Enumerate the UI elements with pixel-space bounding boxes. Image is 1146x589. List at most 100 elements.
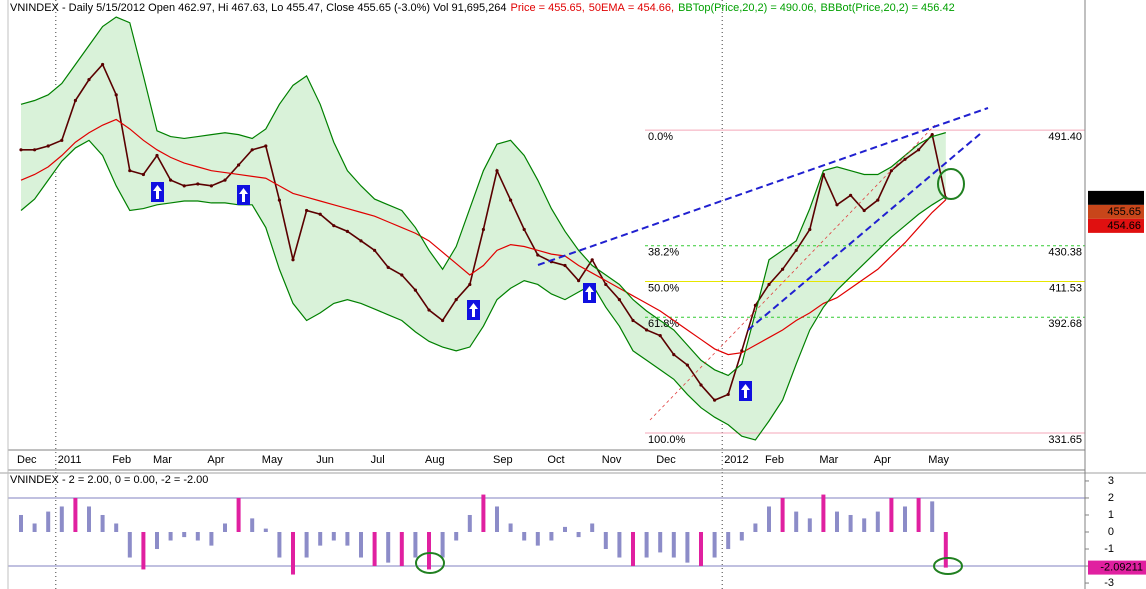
price-point (658, 334, 662, 338)
y-tick-label: 0 (1108, 526, 1114, 538)
x-tick-label: Apr (874, 454, 891, 466)
x-tick-label: Oct (547, 454, 564, 466)
y-tick-label: 2 (1108, 492, 1114, 504)
indicator-bar (100, 514, 105, 532)
indicator-bar (916, 497, 921, 532)
price-point (590, 258, 594, 262)
price-point (685, 363, 690, 367)
indicator-bar (440, 532, 445, 558)
indicator-bar (141, 532, 146, 570)
price-point (699, 383, 703, 387)
header: VNINDEX - Daily 5/15/2012 Open 462.97, H… (10, 2, 955, 14)
fib-pct: 50.0% (648, 282, 679, 294)
indicator-bar (631, 532, 635, 567)
price-point (536, 253, 540, 257)
price-point (101, 62, 105, 67)
price-point (141, 172, 145, 177)
x-tick-label: Dec (656, 454, 676, 466)
price-point (386, 265, 390, 269)
x-tick-label: Jul (371, 454, 385, 466)
indicator-bar (780, 497, 785, 532)
price-point (73, 98, 77, 103)
price-point (563, 263, 567, 268)
price-point (753, 303, 758, 307)
legend-name: 50EMA (589, 2, 626, 14)
price-point (604, 282, 608, 287)
indicator-bar (685, 532, 690, 563)
price-point (33, 148, 37, 152)
price-point (223, 178, 227, 182)
price-point (509, 198, 513, 202)
x-tick-label: 2011 (58, 454, 82, 466)
fib-pct: 0.0% (648, 131, 673, 143)
x-tick-label: 2012 (724, 454, 748, 466)
indicator-bar (739, 532, 744, 541)
indicator-bar (32, 523, 37, 532)
indicator-bar (794, 511, 799, 532)
price-point (277, 198, 281, 202)
indicator-bar (263, 528, 268, 532)
price-point (60, 138, 64, 142)
highlight-circle (933, 557, 963, 575)
indicator-bar (467, 514, 472, 532)
price-point (441, 318, 445, 323)
indicator-bar (195, 532, 200, 541)
indicator-bar (87, 506, 91, 532)
price-point (373, 248, 377, 252)
indicator-bar (767, 506, 771, 532)
value-tag-label: -2.09211 (1100, 562, 1143, 574)
price-point (468, 282, 472, 287)
price-point (264, 144, 268, 148)
indicator-bar (73, 497, 78, 532)
indicator-title: VNINDEX - 2 = 2.00, 0 = 0.00, -2 = -2.00 (10, 474, 208, 486)
indicator-bar (889, 497, 894, 532)
price-point (713, 398, 717, 402)
buy-arrow (151, 182, 164, 202)
indicator-bar (345, 532, 350, 546)
indicator-bar (603, 532, 608, 550)
indicator-bar (250, 518, 255, 532)
indicator-bar (304, 532, 309, 558)
series-line (20, 16, 946, 377)
price-tag (1088, 218, 1144, 233)
price-point (237, 163, 241, 167)
indicator-bar (712, 532, 717, 558)
highlight-circle (937, 168, 965, 200)
indicator-bar (46, 511, 51, 532)
indicator-bar (903, 506, 907, 532)
price-point (209, 184, 213, 188)
price-point (46, 144, 50, 148)
fib-value: 491.40 (1048, 131, 1082, 143)
under-layer: 0.0% 491.40 38.2% 430.38 50.0% 411.53 61.8% 392… (8, 0, 1085, 589)
y-tick-label: -3 (1104, 577, 1114, 589)
series-line (20, 139, 947, 441)
y-tick-label: 3 (1108, 475, 1114, 487)
indicator-bar (862, 518, 867, 532)
indicator-bar (399, 532, 404, 567)
header-text: VNINDEX - Daily 5/15/2012 Open 462.97, H… (10, 2, 507, 14)
indicator-bar (318, 532, 323, 546)
indicator-bar (114, 523, 119, 532)
indicator-bar (943, 532, 948, 568)
indicator-bar (617, 532, 622, 558)
value-tag (1088, 560, 1146, 575)
x-tick-label: Mar (153, 454, 172, 466)
price-point (631, 318, 635, 323)
indicator-bar (223, 523, 227, 532)
indicator-bar (331, 532, 336, 541)
price-tag (1088, 204, 1144, 219)
price-point (889, 169, 894, 173)
legend-readout: = 454.66, (628, 2, 674, 14)
price-point (345, 229, 349, 233)
buy-arrow (583, 283, 596, 303)
price-point (155, 153, 159, 158)
indicator-bar (522, 532, 527, 541)
legend-name: BBTop(Price,20,2) (678, 2, 767, 14)
indicator-bar (359, 532, 363, 558)
price-point (645, 328, 649, 332)
price-point (726, 392, 730, 397)
price-tag (1088, 190, 1144, 205)
indicator-bar (644, 532, 649, 558)
fib-pct: 38.2% (648, 247, 679, 259)
